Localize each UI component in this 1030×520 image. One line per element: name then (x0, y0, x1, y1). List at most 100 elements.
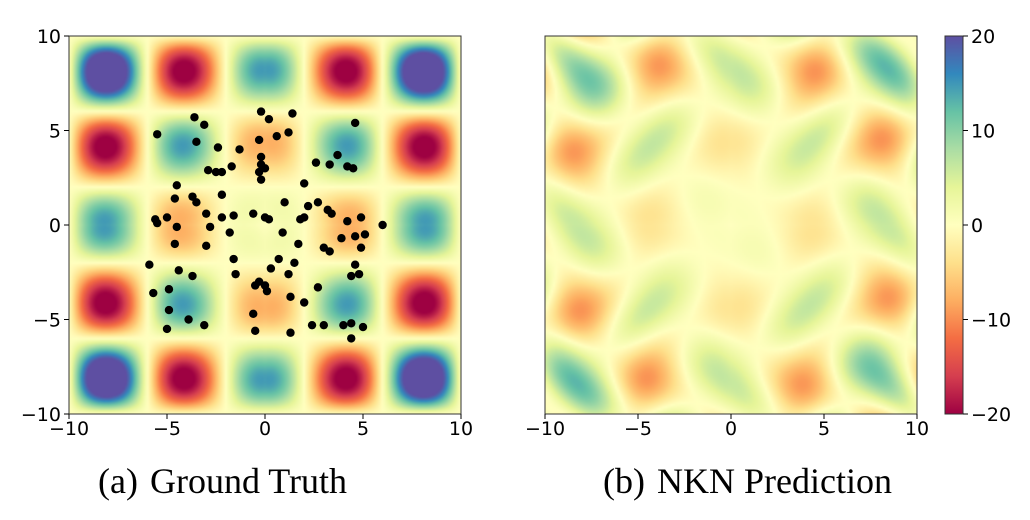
training-point (350, 232, 360, 241)
training-point (356, 243, 366, 252)
training-point (256, 152, 266, 162)
training-point (249, 309, 258, 319)
training-point (200, 320, 209, 330)
training-point (350, 260, 360, 269)
colorbar-ticks: 20 10 0 −10 −20 (963, 26, 1011, 426)
training-point (307, 320, 317, 330)
training-point (294, 239, 303, 249)
training-point (227, 162, 236, 171)
caption-a-text: Ground Truth (149, 461, 348, 501)
colorbar-tick-label: −10 (971, 310, 1011, 332)
gt-x-tick-label: 5 (357, 418, 369, 440)
caption-b-tag: (b) (603, 461, 645, 501)
training-point (192, 137, 201, 147)
pred-x-tick-label: 5 (818, 418, 830, 440)
training-point (288, 109, 297, 118)
colorbar: 20 10 0 −10 −20 (944, 26, 1011, 426)
training-point (349, 164, 358, 173)
training-point (213, 143, 223, 152)
training-point (217, 213, 227, 222)
training-point (172, 222, 181, 232)
pred-x-tick-label: 10 (905, 418, 929, 440)
training-point (254, 167, 264, 177)
training-point (319, 320, 328, 330)
training-point (231, 269, 240, 279)
training-point (284, 269, 293, 279)
panel-prediction: −10 −5 0 5 10 (525, 35, 929, 440)
training-point (190, 113, 199, 122)
training-point (229, 254, 238, 264)
training-point (323, 205, 332, 215)
pred-x-tick-label: −10 (525, 418, 565, 440)
training-point (188, 271, 197, 281)
training-point (162, 213, 172, 222)
training-point (339, 320, 348, 330)
caption-b-text: NKN Prediction (656, 461, 892, 501)
training-point (337, 234, 346, 243)
training-point (278, 228, 287, 237)
training-point (378, 220, 387, 230)
training-point (256, 107, 266, 116)
training-point (358, 322, 368, 332)
gt-y-tick-label: −5 (33, 310, 61, 332)
training-point (211, 167, 221, 177)
training-point (235, 145, 244, 154)
training-point (153, 130, 162, 139)
gt-x-tick-label: 10 (449, 418, 473, 440)
colorbar-gradient (944, 35, 964, 415)
training-point (325, 247, 334, 256)
training-point (303, 201, 313, 211)
training-points (145, 107, 387, 343)
training-point (256, 175, 266, 184)
training-point (162, 324, 172, 334)
training-point (260, 281, 270, 290)
training-point (347, 319, 356, 328)
training-point (225, 228, 234, 237)
training-point (164, 285, 174, 294)
training-point (264, 215, 274, 224)
ticks-prediction: −10 −5 0 5 10 (525, 414, 929, 440)
training-point (217, 190, 227, 199)
training-point (311, 158, 321, 167)
ticks-ground-truth: −10 −5 0 5 10 −10 −5 0 5 10 (21, 26, 473, 440)
training-point (350, 118, 360, 128)
training-point (145, 260, 154, 269)
colorbar-tick-label: 0 (971, 215, 983, 237)
panel-ground-truth: −10 −5 0 5 10 −10 −5 0 5 10 (21, 26, 473, 440)
training-point (251, 326, 260, 336)
training-point (203, 165, 213, 175)
training-point (347, 271, 356, 281)
training-point (205, 222, 215, 232)
training-point (192, 198, 201, 207)
colorbar-tick-label: 20 (971, 26, 995, 48)
pred-x-tick-label: −5 (624, 418, 652, 440)
caption-a: (a) Ground Truth (98, 460, 347, 502)
training-point (313, 198, 323, 207)
training-point (300, 213, 309, 222)
training-point (300, 179, 309, 188)
gt-y-tick-label: −10 (21, 404, 61, 426)
gt-x-tick-label: 0 (259, 418, 271, 440)
training-point (300, 298, 309, 307)
training-point (286, 328, 295, 337)
caption-b: (b) NKN Prediction (603, 460, 892, 502)
training-point (170, 194, 180, 203)
training-point (272, 131, 281, 141)
training-point (356, 213, 366, 222)
training-point (290, 258, 299, 267)
training-point (172, 181, 181, 190)
training-point (254, 135, 264, 145)
gt-x-tick-label: −5 (153, 418, 181, 440)
gt-y-tick-label: 10 (37, 26, 61, 48)
training-point (164, 305, 174, 315)
training-point (217, 167, 227, 177)
training-point (266, 264, 276, 273)
training-point (153, 218, 162, 228)
training-point (202, 209, 211, 218)
gt-x-tick-label: −10 (49, 418, 89, 440)
training-point (360, 230, 370, 239)
training-point (354, 269, 364, 279)
training-point (184, 315, 193, 324)
colorbar-tick-label: 10 (971, 121, 995, 143)
training-point (200, 120, 209, 130)
